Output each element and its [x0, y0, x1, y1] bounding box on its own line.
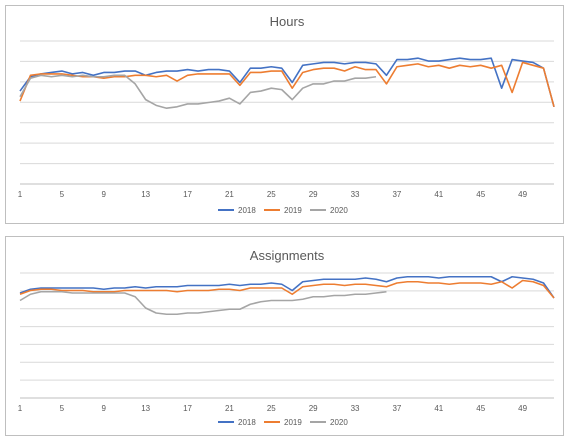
legend-label-2020: 2020: [330, 418, 348, 427]
x-tick-label: 21: [225, 404, 234, 413]
x-tick-label: 37: [392, 404, 401, 413]
x-tick-label: 5: [60, 190, 65, 199]
x-tick-label: 33: [351, 190, 360, 199]
x-tick-label: 13: [141, 404, 150, 413]
x-tick-label: 17: [183, 404, 192, 413]
x-tick-label: 1: [18, 190, 23, 199]
series-line-2019: [19, 61, 555, 107]
hours-chart: Hours 1 5 9 13 17 21 25 29 33 37 41 45 49 2018 2019 2020: [18, 14, 555, 215]
x-tick-label: 25: [267, 404, 276, 413]
x-tick-label: 25: [267, 190, 276, 199]
x-tick-label: 5: [60, 404, 65, 413]
chart-title: Assignments: [250, 248, 325, 263]
x-tick-label: 41: [434, 190, 443, 199]
x-tick-label: 29: [309, 404, 318, 413]
series-line-2020: [19, 290, 387, 316]
x-tick-label: 13: [141, 190, 150, 199]
x-tick-label: 9: [102, 190, 107, 199]
x-tick-label: 21: [225, 190, 234, 199]
legend-label-2019: 2019: [284, 418, 302, 427]
x-tick-label: 17: [183, 190, 192, 199]
assignments-chart: Assignments 1 5 9 13 17 21 25 29 33 37 41 45 49 2018 20…: [18, 248, 555, 427]
x-tick-label: 49: [518, 404, 527, 413]
legend-label-2018: 2018: [238, 206, 256, 215]
x-tick-label: 33: [351, 404, 360, 413]
assignments-chart-panel: Assignments 1 5 9 13 17 21 25 29 33 37 41 45 49 2018 20…: [5, 236, 564, 436]
series-line-2019: [19, 279, 555, 299]
x-tick-label: 45: [476, 404, 485, 413]
x-tick-label: 45: [476, 190, 485, 199]
x-tick-label: 1: [18, 404, 23, 413]
series-line-2018: [19, 57, 555, 107]
series-line-2018: [19, 275, 555, 299]
legend-label-2018: 2018: [238, 418, 256, 427]
x-tick-label: 41: [434, 404, 443, 413]
series-line-2020: [19, 74, 377, 110]
x-tick-label: 29: [309, 190, 318, 199]
legend-label-2020: 2020: [330, 206, 348, 215]
chart-title: Hours: [270, 14, 305, 29]
x-tick-label: 37: [392, 190, 401, 199]
hours-chart-panel: Hours 1 5 9 13 17 21 25 29 33 37 41 45 49 2018 2019 2020: [5, 5, 564, 224]
legend-label-2019: 2019: [284, 206, 302, 215]
x-tick-label: 49: [518, 190, 527, 199]
x-tick-label: 9: [102, 404, 107, 413]
